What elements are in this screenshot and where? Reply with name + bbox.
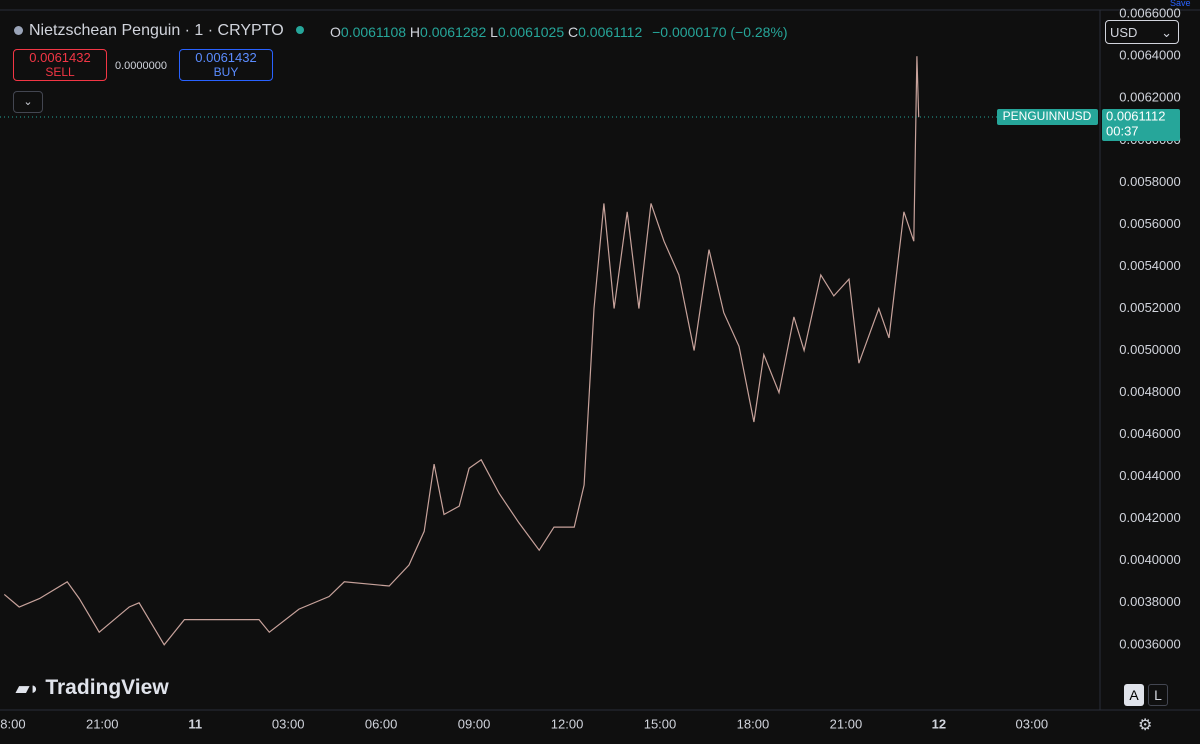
buy-price: 0.0061432 xyxy=(195,50,257,65)
last-price-label: 0.0061112 xyxy=(1106,108,1166,123)
l-label: L xyxy=(490,24,498,40)
c-label: C xyxy=(568,24,579,40)
x-tick-label: 09:00 xyxy=(458,716,491,731)
symbol-label: PENGUINNUSD xyxy=(1003,109,1092,123)
high: 0.0061282 xyxy=(420,24,487,40)
ohlc: O0.0061108 H0.0061282 L0.0061025 C0.0061… xyxy=(330,24,788,40)
spread: 0.0000000 xyxy=(115,60,167,72)
symbol-title[interactable]: Nietzschean Penguin · 1 · CRYPTO xyxy=(14,22,312,40)
o-label: O xyxy=(330,24,341,40)
settings[interactable]: ⚙ xyxy=(1138,717,1153,734)
x-tick-label: 06:00 xyxy=(365,716,398,731)
buy-button[interactable]: 0.0061432 BUY xyxy=(179,49,273,81)
x-tick-label: 03:00 xyxy=(272,716,305,731)
x-tick-label: 18:00 xyxy=(0,716,26,731)
buy-label: BUY xyxy=(213,65,239,79)
logo: ▰◗ TradingView xyxy=(16,676,169,699)
y-tick-label: 0.0066000 xyxy=(1119,6,1180,21)
symbol-label-bg xyxy=(997,108,1098,125)
y-tick-label: 0.0044000 xyxy=(1119,468,1180,483)
y-tick-label: 0.0048000 xyxy=(1119,384,1180,399)
currency: USD xyxy=(1110,25,1138,40)
collapse-button[interactable]: ⌄ xyxy=(13,91,43,113)
sell-button[interactable]: 0.0061432 SELL xyxy=(13,49,107,81)
x-tick-label: 12 xyxy=(932,716,946,731)
h-label: H xyxy=(409,24,421,40)
x-tick-label: 15:00 xyxy=(644,716,677,731)
y-tick-label: 0.0062000 xyxy=(1119,90,1180,105)
y-tick-label: 0.0036000 xyxy=(1119,636,1180,651)
y-tick-label: 0.0056000 xyxy=(1119,216,1180,231)
y-tick-label: 0.0042000 xyxy=(1119,510,1180,525)
logo-text: TradingView xyxy=(45,676,169,699)
symbol-name: Nietzschean Penguin · 1 · CRYPTO xyxy=(29,22,284,39)
x-tick-label: 21:00 xyxy=(830,716,863,731)
log-scale[interactable]: L xyxy=(1148,684,1168,706)
change: −0.0000170 (−0.28%) xyxy=(652,24,788,40)
close: 0.0061112 xyxy=(578,24,643,40)
x-tick-label: 11 xyxy=(188,716,202,731)
y-tick-label: 0.0038000 xyxy=(1119,594,1180,609)
y-tick-label: 0.0052000 xyxy=(1119,300,1180,315)
currency-select[interactable]: USD ⌄ xyxy=(1105,20,1179,44)
y-tick-label: 0.0058000 xyxy=(1119,174,1180,189)
y-tick-label: 0.0046000 xyxy=(1119,426,1180,441)
low: 0.0061025 xyxy=(497,24,565,40)
y-tick-label: 0.0064000 xyxy=(1119,48,1180,63)
countdown: 00:37 xyxy=(1106,123,1139,138)
x-tick-label: 03:00 xyxy=(1016,716,1049,731)
x-tick-label: 18:00 xyxy=(737,716,770,731)
last-price-bg xyxy=(1102,108,1180,141)
save[interactable]: Save xyxy=(1170,0,1191,8)
y-tick-label: 0.0040000 xyxy=(1119,552,1180,567)
x-tick-label: 12:00 xyxy=(551,716,584,731)
y-tick-label: 0.0054000 xyxy=(1119,258,1180,273)
x-tick-label: 21:00 xyxy=(86,716,119,731)
sell-label: SELL xyxy=(45,65,75,79)
y-tick-label: 0.0050000 xyxy=(1119,342,1180,357)
sell-price: 0.0061432 xyxy=(29,50,91,65)
auto-scale[interactable]: A xyxy=(1124,684,1144,706)
plot xyxy=(3,56,920,646)
open: 0.0061108 xyxy=(340,24,407,40)
price-line xyxy=(3,56,920,646)
